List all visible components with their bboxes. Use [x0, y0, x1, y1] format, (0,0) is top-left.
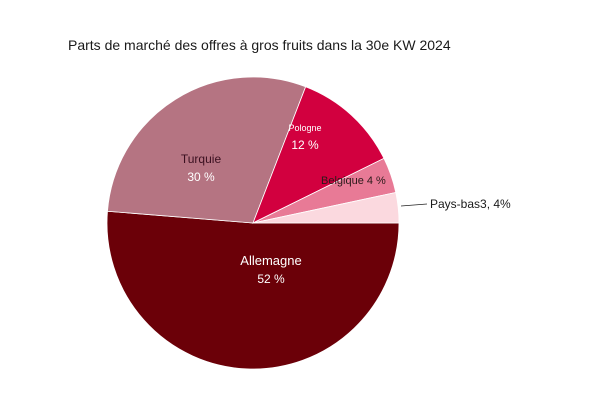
pie-slice-pologne: [252, 86, 385, 224]
slice-value-turquie: 30 %: [187, 170, 215, 184]
slice-name-pologne: Pologne: [288, 123, 321, 133]
leader-line-pays-bas: [400, 203, 428, 207]
chart-title: Parts de marché des offres à gros fruits…: [68, 37, 451, 53]
slice-label-pays-bas: Pays-bas3, 4%: [430, 197, 511, 211]
slice-label-belgique: Belgique 4 %: [321, 175, 386, 187]
pie-slice-allemagne: [106, 210, 400, 370]
slice-value-pologne: 12 %: [291, 138, 319, 152]
pie-slice-pays-bas: [252, 191, 400, 224]
slice-name-allemagne: Allemagne: [240, 253, 301, 268]
slice-value-allemagne: 52 %: [257, 272, 285, 286]
pie-slice-turquie: [107, 76, 307, 224]
slice-name-turquie: Turquie: [181, 152, 222, 166]
